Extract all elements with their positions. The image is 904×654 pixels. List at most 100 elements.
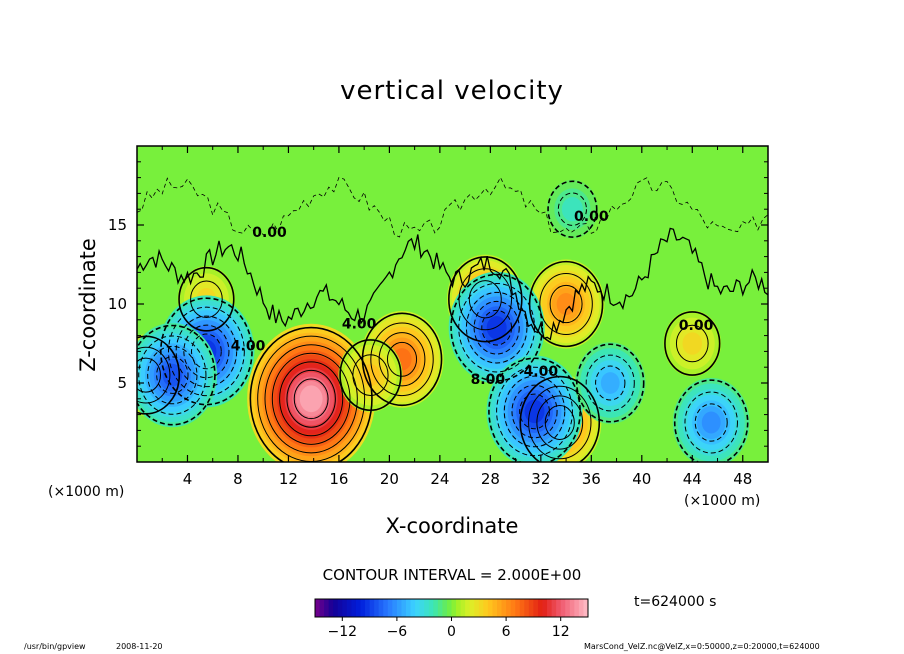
y-tick-label-1: 10 bbox=[108, 295, 127, 313]
upper-contour-line bbox=[137, 176, 768, 238]
positive-contour bbox=[539, 273, 593, 335]
colorbar-tick-label-1: −6 bbox=[387, 624, 408, 640]
negative-contour bbox=[511, 384, 558, 439]
positive-contour bbox=[190, 280, 223, 319]
positive-contour bbox=[528, 260, 604, 348]
positive-contour bbox=[675, 324, 709, 363]
footer-source: MarsCond_VelZ.nc@VelZ,x=0:50000,z=0:2000… bbox=[584, 642, 820, 651]
colorbar-segment bbox=[469, 599, 475, 617]
updraft-cell-3 bbox=[527, 259, 605, 349]
colorbar-segment bbox=[365, 599, 371, 617]
colorbar-segment bbox=[524, 599, 530, 617]
colorbar-segment bbox=[315, 599, 321, 617]
downdraft-cell-14 bbox=[672, 377, 750, 462]
positive-contour bbox=[378, 332, 426, 387]
positive-contour bbox=[458, 268, 513, 331]
negative-contour bbox=[576, 343, 645, 423]
colorbar-segment bbox=[324, 599, 330, 617]
x-tick-label-4: 20 bbox=[380, 470, 399, 488]
y-tick-label-0: 5 bbox=[117, 374, 127, 392]
x-tick-label-1: 8 bbox=[233, 470, 243, 488]
colorbar-segment bbox=[542, 599, 548, 617]
colorbar-tick-label-4: 12 bbox=[552, 624, 570, 640]
negative-contour bbox=[458, 282, 536, 373]
colorbar-segment bbox=[528, 599, 534, 617]
colorbar-segment bbox=[519, 599, 525, 617]
downdraft-cell-12 bbox=[486, 355, 583, 462]
negative-contour bbox=[519, 393, 550, 430]
colorbar-segment bbox=[369, 599, 375, 617]
x-tick-label-0: 4 bbox=[183, 470, 193, 488]
positive-contour bbox=[264, 344, 358, 454]
x-axis-label: X-coordinate bbox=[385, 514, 519, 538]
colorbar-segment bbox=[396, 599, 402, 617]
negative-contour bbox=[595, 365, 626, 401]
colorbar-segment bbox=[583, 599, 589, 617]
footer-date: 2008-11-20 bbox=[116, 642, 163, 651]
plot-area bbox=[137, 146, 768, 462]
contour-label-2: 4.00 bbox=[524, 364, 559, 380]
negative-contour bbox=[473, 300, 520, 355]
colorbar-segment bbox=[497, 599, 503, 617]
downdraft-cell-13 bbox=[575, 342, 646, 424]
colorbar-segment bbox=[460, 599, 466, 617]
contour-label-1: 4.00 bbox=[231, 339, 266, 355]
colorbar-segment bbox=[537, 599, 543, 617]
chart-title: vertical velocity bbox=[340, 76, 564, 106]
positive-contour bbox=[137, 357, 161, 393]
positive-contour bbox=[293, 378, 329, 420]
positive-contour bbox=[544, 405, 575, 440]
positive-contour bbox=[536, 395, 584, 450]
colorbar-segment bbox=[456, 599, 462, 617]
colorbar-segment bbox=[515, 599, 521, 617]
feature-band bbox=[524, 399, 545, 424]
colorbar-segment bbox=[387, 599, 393, 617]
colorbar: −12 −6 0 6 12 bbox=[314, 598, 589, 640]
colorbar-segment bbox=[346, 599, 352, 617]
time-label: t=624000 s bbox=[634, 594, 717, 610]
colorbar-segment bbox=[333, 599, 339, 617]
negative-contour bbox=[547, 180, 598, 238]
downdraft-cell-15 bbox=[546, 179, 598, 239]
colorbar-segment bbox=[392, 599, 398, 617]
contour-labels: 4.00 4.00 4.00 8.00 0.00 0.00 0.00 bbox=[231, 209, 714, 388]
colorbar-tick-label-0: −12 bbox=[328, 624, 358, 640]
colorbar-segment bbox=[510, 599, 516, 617]
colorbar-segment bbox=[428, 599, 434, 617]
negative-contour bbox=[496, 366, 573, 457]
colorbar-segment bbox=[360, 599, 366, 617]
downdraft-cell-11 bbox=[448, 271, 545, 384]
feature-band bbox=[299, 385, 323, 413]
contour-label-4: 0.00 bbox=[252, 225, 287, 241]
negative-contour bbox=[160, 297, 253, 406]
negative-contour bbox=[684, 391, 738, 454]
footer-program: /usr/bin/gpview bbox=[24, 642, 86, 651]
positive-contour bbox=[370, 322, 434, 397]
x-tick-label-8: 36 bbox=[582, 470, 601, 488]
positive-contour bbox=[664, 311, 721, 376]
x-tick-label-11: 48 bbox=[733, 470, 752, 488]
feature-band bbox=[360, 364, 380, 387]
positive-contour bbox=[137, 346, 171, 404]
colorbar-segment bbox=[506, 599, 512, 617]
colorbar-segment bbox=[337, 599, 343, 617]
positive-contour bbox=[352, 354, 389, 396]
colorbar-segment bbox=[383, 599, 389, 617]
colorbar-segment bbox=[547, 599, 553, 617]
x-tick-label-10: 44 bbox=[683, 470, 702, 488]
contour-label-6: 0.00 bbox=[679, 318, 714, 334]
x-tick-label-6: 28 bbox=[481, 470, 500, 488]
colorbar-segment bbox=[374, 599, 380, 617]
negative-contour bbox=[694, 403, 728, 442]
colorbar-segment bbox=[483, 599, 489, 617]
feature-band bbox=[600, 372, 620, 394]
negative-contour bbox=[183, 324, 230, 379]
positive-contour bbox=[519, 375, 601, 462]
positive-contour bbox=[271, 352, 351, 445]
negative-contour bbox=[488, 357, 581, 462]
colorbar-segment bbox=[328, 599, 334, 617]
colorbar-segment bbox=[342, 599, 348, 617]
positive-contour bbox=[528, 385, 592, 460]
x-tick-label-7: 32 bbox=[531, 470, 550, 488]
